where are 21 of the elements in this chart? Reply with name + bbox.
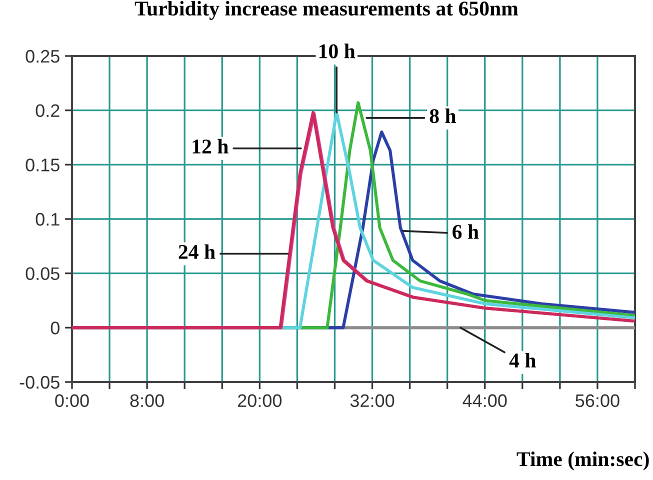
y-tick-label: 0.2 [36,104,60,118]
y-tick-label: 0.1 [36,212,60,226]
y-tick-label: 0 [50,322,60,334]
y-tick-label: 0.15 [26,158,60,172]
x-tick-label: 56:00 [576,394,620,408]
annotation: 8 h [430,108,456,124]
x-tick-label: 44:00 [462,394,507,408]
annotation: 6 h [452,224,479,239]
annotation: 10 h [319,44,356,58]
x-tick-label: 8:00 [130,394,164,408]
x-axis-title: Time (min:sec) [516,452,649,470]
x-tick-label: 0:00 [55,394,89,408]
annotation: 24 h [178,244,216,259]
y-tick-label: 0.25 [26,50,60,63]
annotation: 4 h [509,352,536,368]
chart-title: Turbidity increase measurements at 650nm [134,0,518,20]
x-tick-label: 20:00 [238,394,282,408]
y-tick-label: -0.05 [20,376,60,389]
y-tick-label: 0.05 [26,267,60,280]
x-tick-label: 32:00 [350,394,394,408]
annotation: 12 h [192,138,228,154]
